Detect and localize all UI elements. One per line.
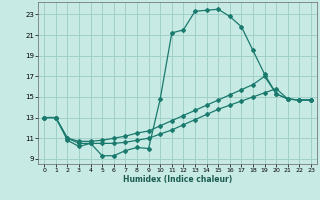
X-axis label: Humidex (Indice chaleur): Humidex (Indice chaleur) <box>123 175 232 184</box>
